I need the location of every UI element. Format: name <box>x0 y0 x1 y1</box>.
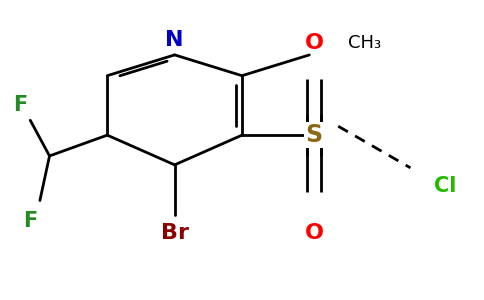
Text: Br: Br <box>161 223 189 243</box>
Text: CH₃: CH₃ <box>348 34 381 52</box>
Text: O: O <box>305 33 324 53</box>
Text: S: S <box>305 123 323 147</box>
Text: F: F <box>14 95 28 116</box>
Text: F: F <box>23 211 37 231</box>
Text: Cl: Cl <box>435 176 457 196</box>
Text: O: O <box>305 223 324 243</box>
Text: N: N <box>166 30 184 50</box>
